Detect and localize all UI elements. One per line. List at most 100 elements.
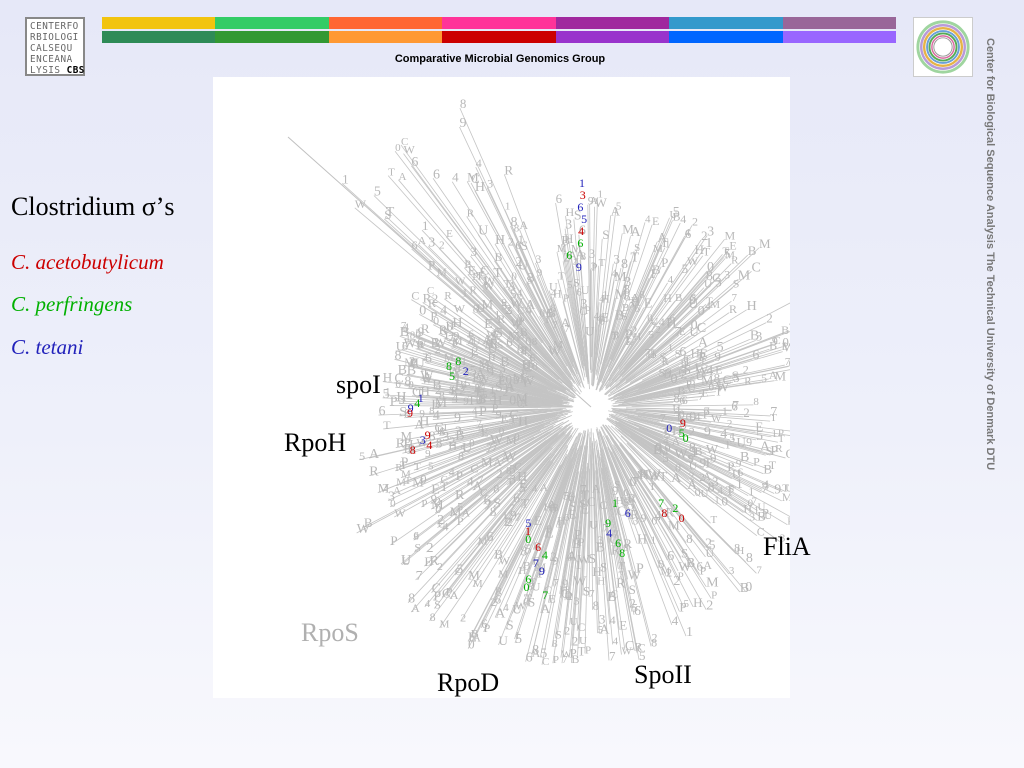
svg-text:U: U xyxy=(732,467,742,482)
svg-text:6: 6 xyxy=(679,393,685,407)
svg-text:T: T xyxy=(416,386,424,400)
svg-text:C: C xyxy=(455,566,462,578)
svg-text:W: W xyxy=(355,197,367,211)
svg-text:C: C xyxy=(394,371,403,386)
svg-text:T: T xyxy=(631,250,640,265)
color-bars xyxy=(102,17,896,43)
svg-text:0: 0 xyxy=(656,439,662,453)
svg-text:P: P xyxy=(521,342,528,357)
svg-text:6: 6 xyxy=(686,409,692,423)
svg-text:A: A xyxy=(630,291,640,306)
svg-text:2: 2 xyxy=(567,589,573,603)
svg-text:B: B xyxy=(520,325,528,339)
svg-text:5: 5 xyxy=(525,516,531,530)
svg-text:8: 8 xyxy=(511,215,518,230)
svg-text:E: E xyxy=(476,384,484,399)
svg-text:0: 0 xyxy=(691,318,698,333)
svg-text:U: U xyxy=(764,510,772,522)
svg-text:S: S xyxy=(733,277,740,291)
svg-text:8: 8 xyxy=(689,441,696,456)
svg-text:2: 2 xyxy=(409,354,416,369)
color-bar-segment xyxy=(669,31,783,43)
svg-text:M: M xyxy=(622,222,634,237)
svg-text:C: C xyxy=(637,641,646,656)
svg-text:7: 7 xyxy=(485,498,492,513)
svg-text:2: 2 xyxy=(689,425,695,439)
svg-text:C: C xyxy=(481,263,490,278)
svg-text:9: 9 xyxy=(612,483,619,498)
svg-text:9: 9 xyxy=(689,410,696,425)
svg-text:2: 2 xyxy=(699,472,705,484)
svg-text:2: 2 xyxy=(564,623,570,637)
svg-text:2: 2 xyxy=(689,471,695,483)
svg-text:1: 1 xyxy=(525,524,531,538)
svg-text:6: 6 xyxy=(697,559,704,574)
svg-text:4: 4 xyxy=(681,360,687,372)
svg-text:T: T xyxy=(383,418,391,432)
svg-text:B: B xyxy=(748,243,757,258)
svg-text:1: 1 xyxy=(462,286,468,300)
svg-text:T: T xyxy=(558,270,565,282)
svg-text:3: 3 xyxy=(624,275,631,290)
color-bar-segment xyxy=(442,17,556,29)
svg-text:M: M xyxy=(725,228,736,242)
svg-text:2: 2 xyxy=(437,513,444,528)
svg-text:C: C xyxy=(609,532,618,547)
svg-text:9: 9 xyxy=(552,554,558,568)
svg-text:4: 4 xyxy=(596,310,603,325)
svg-text:H: H xyxy=(663,291,672,305)
svg-text:8: 8 xyxy=(708,481,715,496)
svg-text:P: P xyxy=(446,585,453,599)
svg-text:9: 9 xyxy=(414,531,420,543)
svg-text:T: T xyxy=(703,245,711,259)
svg-text:3: 3 xyxy=(527,351,533,365)
svg-text:T: T xyxy=(704,457,713,472)
svg-text:T: T xyxy=(400,458,408,472)
svg-text:8: 8 xyxy=(753,396,759,408)
svg-text:P: P xyxy=(504,514,511,529)
svg-text:P: P xyxy=(700,563,707,577)
svg-text:W: W xyxy=(490,433,504,448)
svg-text:6: 6 xyxy=(418,334,424,348)
svg-text:7: 7 xyxy=(732,399,739,414)
svg-text:4: 4 xyxy=(695,410,701,424)
svg-text:1: 1 xyxy=(668,342,674,354)
svg-text:E: E xyxy=(782,341,789,353)
svg-text:5: 5 xyxy=(482,389,488,401)
svg-text:7: 7 xyxy=(476,419,482,431)
svg-text:5: 5 xyxy=(679,426,685,440)
color-bar-segment xyxy=(782,17,896,29)
svg-text:2: 2 xyxy=(476,393,483,408)
svg-text:7: 7 xyxy=(704,404,710,418)
svg-text:5: 5 xyxy=(673,205,680,220)
svg-text:0: 0 xyxy=(408,379,414,391)
svg-text:H: H xyxy=(693,595,702,610)
svg-text:W: W xyxy=(499,554,511,568)
svg-text:W: W xyxy=(695,364,709,379)
svg-text:6: 6 xyxy=(577,236,583,250)
svg-text:A: A xyxy=(506,378,516,393)
svg-text:P: P xyxy=(636,562,644,577)
svg-text:8: 8 xyxy=(446,359,452,373)
svg-text:H: H xyxy=(475,180,485,195)
svg-text:7: 7 xyxy=(552,318,558,332)
svg-text:0: 0 xyxy=(679,511,685,525)
svg-text:5: 5 xyxy=(383,387,390,402)
svg-text:T: T xyxy=(402,444,409,456)
svg-text:P: P xyxy=(563,293,569,305)
svg-text:0: 0 xyxy=(647,313,653,325)
svg-text:U: U xyxy=(402,554,411,568)
svg-text:U: U xyxy=(512,602,522,617)
svg-text:0: 0 xyxy=(509,393,516,408)
svg-text:H: H xyxy=(383,370,392,385)
svg-text:S: S xyxy=(623,497,629,509)
svg-text:3: 3 xyxy=(597,533,603,547)
svg-text:R: R xyxy=(467,208,475,220)
svg-text:6: 6 xyxy=(731,399,738,414)
svg-text:W: W xyxy=(447,365,461,380)
svg-text:M: M xyxy=(653,243,663,255)
svg-text:6: 6 xyxy=(506,334,513,349)
svg-text:0: 0 xyxy=(671,372,678,387)
svg-text:4: 4 xyxy=(606,526,612,540)
svg-text:R: R xyxy=(489,337,499,352)
